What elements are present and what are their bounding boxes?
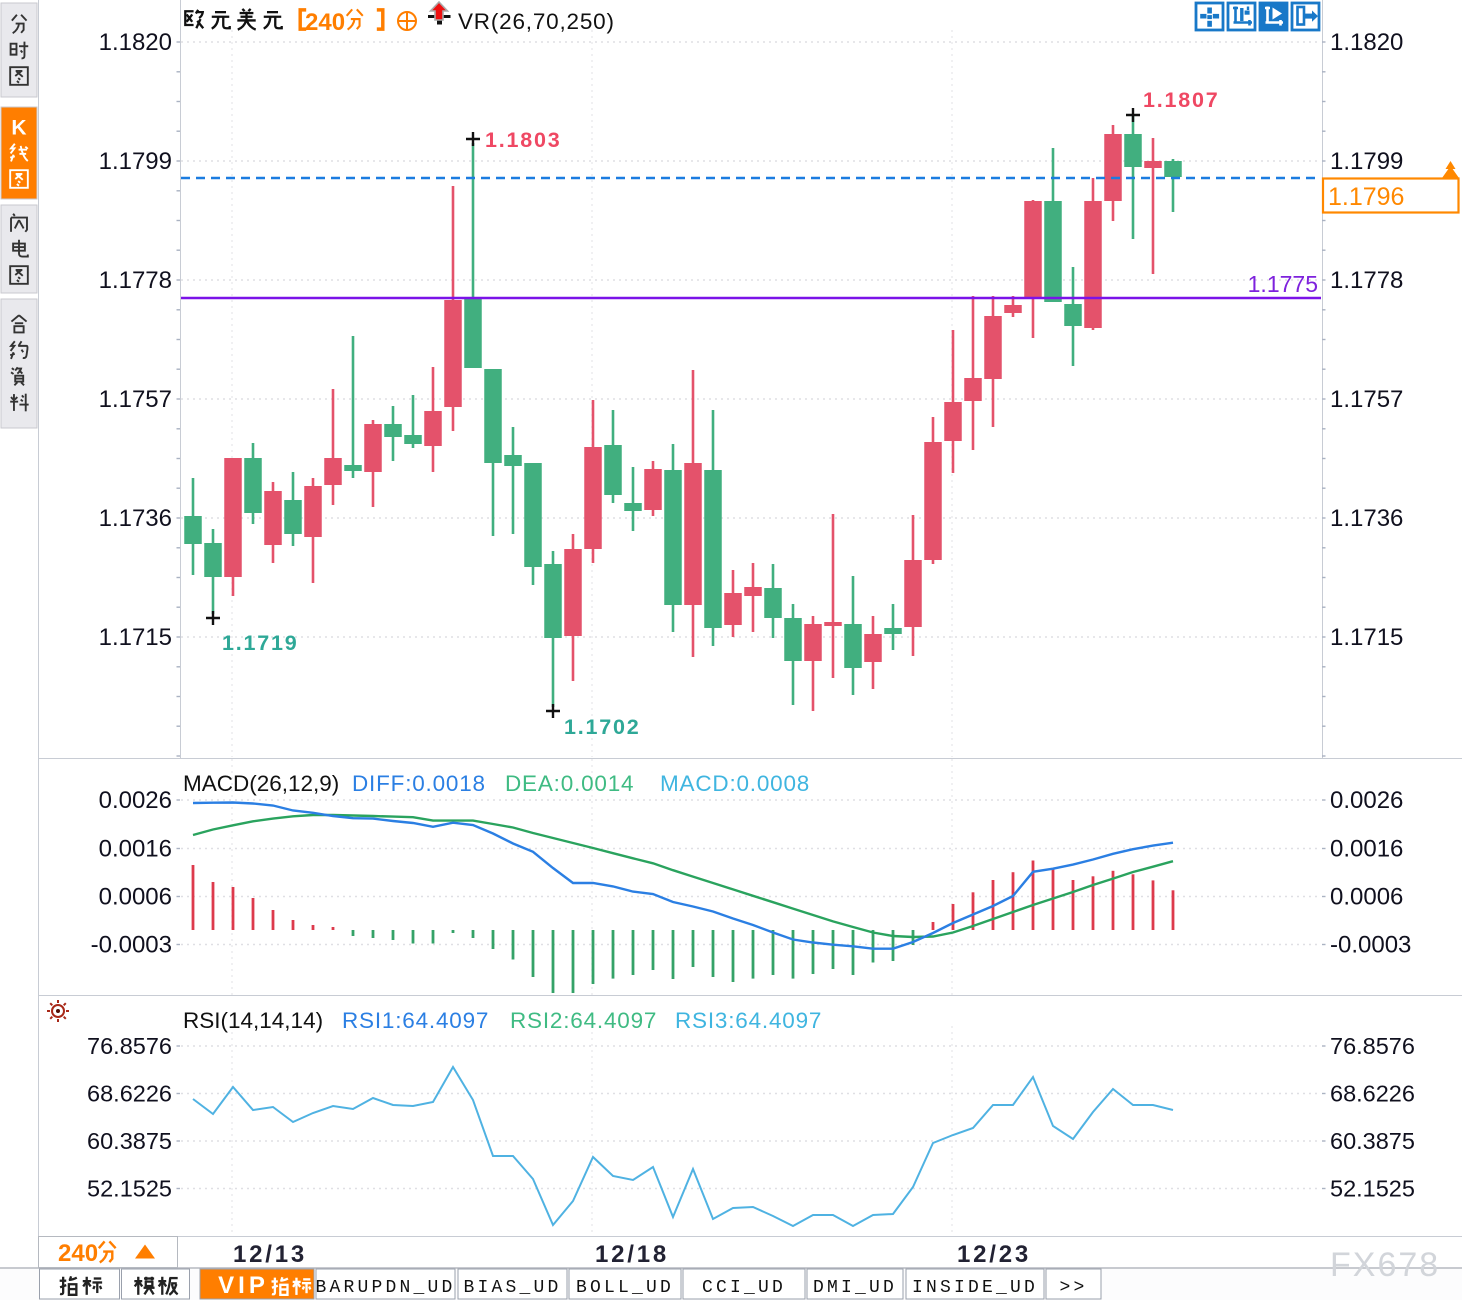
svg-text:1.1807: 1.1807 <box>1143 88 1220 112</box>
svg-text:60.3875: 60.3875 <box>87 1128 172 1154</box>
svg-text:12/13: 12/13 <box>233 1241 307 1268</box>
svg-text:CCI_UD: CCI_UD <box>702 1278 786 1298</box>
svg-text:1.1778: 1.1778 <box>1330 267 1403 294</box>
svg-text:VR(26,70,250): VR(26,70,250) <box>458 9 615 34</box>
svg-text:BOLL_UD: BOLL_UD <box>576 1278 674 1298</box>
svg-text:1.1702: 1.1702 <box>564 715 641 739</box>
svg-text:DEA:0.0014: DEA:0.0014 <box>505 771 634 796</box>
svg-text:1.1820: 1.1820 <box>1330 29 1403 56</box>
svg-text:0.0006: 0.0006 <box>99 884 172 911</box>
svg-text:1.1775: 1.1775 <box>1248 271 1318 297</box>
svg-text:1.1757: 1.1757 <box>99 386 172 413</box>
svg-text:76.8576: 76.8576 <box>1330 1033 1415 1059</box>
svg-text:MACD(26,12,9): MACD(26,12,9) <box>183 771 339 796</box>
svg-text:DIFF:0.0018: DIFF:0.0018 <box>352 771 486 796</box>
svg-text:1.1736: 1.1736 <box>1330 505 1403 532</box>
svg-text:12/18: 12/18 <box>595 1241 669 1268</box>
svg-text:1.1803: 1.1803 <box>485 128 562 152</box>
svg-text:1.1736: 1.1736 <box>99 505 172 532</box>
svg-text:VIP: VIP <box>218 1272 269 1299</box>
svg-text:68.6226: 68.6226 <box>1330 1081 1415 1107</box>
svg-text:12/23: 12/23 <box>957 1241 1031 1268</box>
svg-text:1.1820: 1.1820 <box>99 29 172 56</box>
svg-text:RSI2:64.4097: RSI2:64.4097 <box>510 1008 657 1033</box>
svg-text:1.1796: 1.1796 <box>1328 183 1404 211</box>
svg-text:68.6226: 68.6226 <box>87 1081 172 1107</box>
svg-text:60.3875: 60.3875 <box>1330 1128 1415 1154</box>
svg-text:52.1525: 52.1525 <box>1330 1176 1415 1202</box>
svg-text:0.0006: 0.0006 <box>1330 884 1403 911</box>
svg-text:52.1525: 52.1525 <box>87 1176 172 1202</box>
svg-text:RSI(14,14,14): RSI(14,14,14) <box>183 1008 323 1033</box>
svg-text:0.0026: 0.0026 <box>1330 787 1403 814</box>
svg-text:BIAS_UD: BIAS_UD <box>463 1278 561 1298</box>
svg-text:DMI_UD: DMI_UD <box>813 1278 897 1298</box>
svg-text:240: 240 <box>58 1240 98 1267</box>
svg-text:1.1715: 1.1715 <box>1330 624 1403 651</box>
svg-text:RSI1:64.4097: RSI1:64.4097 <box>342 1008 489 1033</box>
svg-text:>>: >> <box>1059 1278 1087 1298</box>
svg-text:BARUPDN_UD: BARUPDN_UD <box>315 1278 455 1298</box>
svg-text:RSI3:64.4097: RSI3:64.4097 <box>675 1008 822 1033</box>
svg-text:0.0016: 0.0016 <box>99 836 172 863</box>
svg-text:76.8576: 76.8576 <box>87 1033 172 1059</box>
svg-text:INSIDE_UD: INSIDE_UD <box>912 1278 1038 1298</box>
svg-text:1.1799: 1.1799 <box>99 148 172 175</box>
svg-text:240: 240 <box>305 9 345 36</box>
svg-text:-0.0003: -0.0003 <box>1330 932 1411 959</box>
svg-text:MACD:0.0008: MACD:0.0008 <box>660 771 810 796</box>
svg-text:1.1799: 1.1799 <box>1330 148 1403 175</box>
svg-text:-0.0003: -0.0003 <box>91 932 172 959</box>
svg-text:FX678: FX678 <box>1330 1246 1440 1284</box>
svg-text:1.1757: 1.1757 <box>1330 386 1403 413</box>
svg-text:1.1715: 1.1715 <box>99 624 172 651</box>
svg-text:K: K <box>11 117 26 140</box>
svg-text:0.0016: 0.0016 <box>1330 836 1403 863</box>
svg-text:0.0026: 0.0026 <box>99 787 172 814</box>
svg-text:1.1778: 1.1778 <box>99 267 172 294</box>
svg-text:1.1719: 1.1719 <box>222 631 299 655</box>
